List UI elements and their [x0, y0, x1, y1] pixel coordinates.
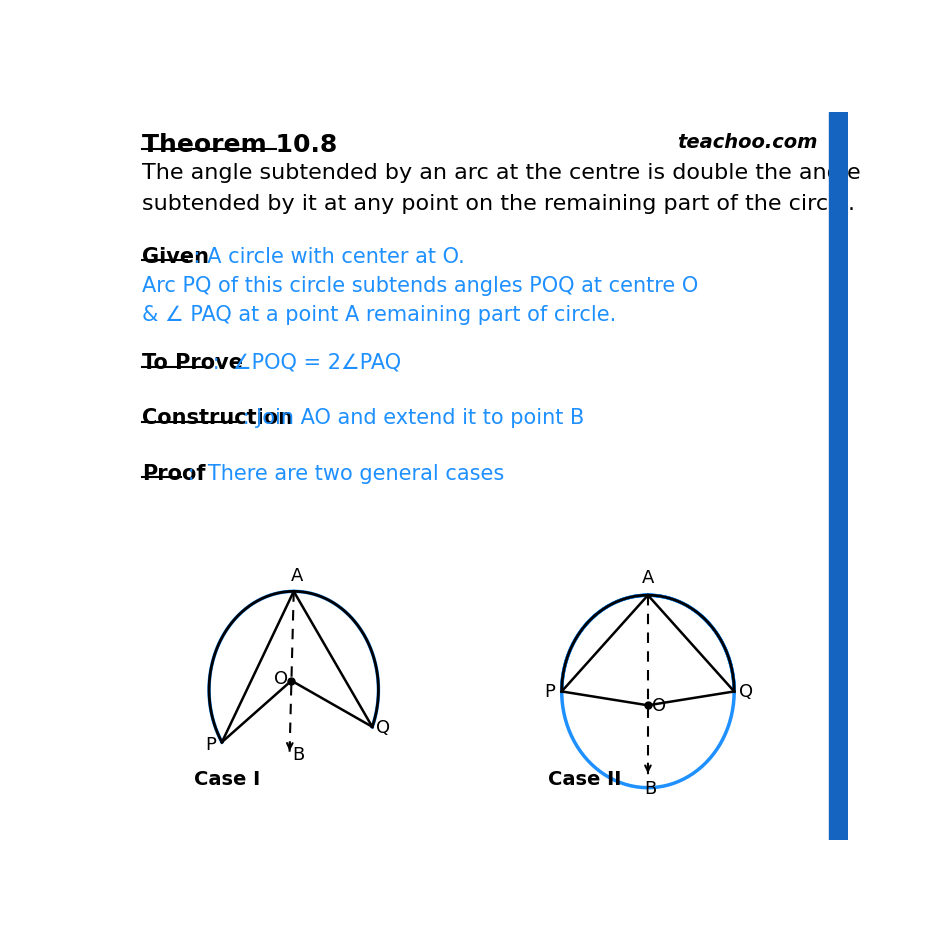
Text: A: A: [641, 568, 653, 586]
Text: Case I: Case I: [194, 768, 260, 788]
Text: Theorem 10.8: Theorem 10.8: [142, 132, 337, 157]
Text: :  ∠POQ = 2∠PAQ: : ∠POQ = 2∠PAQ: [206, 352, 400, 373]
Text: Proof: Proof: [142, 464, 206, 483]
Text: The angle subtended by an arc at the centre is double the angle: The angle subtended by an arc at the cen…: [142, 163, 860, 183]
Text: P: P: [544, 683, 554, 700]
Text: B: B: [644, 780, 656, 798]
Text: : A circle with center at O.: : A circle with center at O.: [187, 246, 464, 266]
Text: Case II: Case II: [548, 768, 620, 788]
Text: Given: Given: [142, 246, 209, 266]
Text: A: A: [291, 566, 303, 584]
Text: teachoo.com: teachoo.com: [676, 132, 817, 151]
Text: : Join AO and extend it to point B: : Join AO and extend it to point B: [236, 408, 583, 428]
Text: O: O: [651, 697, 666, 715]
Text: P: P: [206, 734, 216, 753]
Text: subtended by it at any point on the remaining part of the circle.: subtended by it at any point on the rema…: [142, 194, 854, 214]
Text: Q: Q: [738, 683, 752, 700]
Text: Q: Q: [376, 718, 390, 736]
Text: & ∠ PAQ at a point A remaining part of circle.: & ∠ PAQ at a point A remaining part of c…: [142, 305, 615, 325]
Text: To Prove: To Prove: [142, 352, 243, 373]
Bar: [828, 113, 847, 840]
Text: :  There are two general cases: : There are two general cases: [180, 464, 503, 483]
Text: Construction: Construction: [142, 408, 293, 428]
Text: B: B: [293, 745, 305, 763]
Text: O: O: [274, 669, 287, 687]
Text: Arc PQ of this circle subtends angles POQ at centre O: Arc PQ of this circle subtends angles PO…: [142, 276, 698, 295]
